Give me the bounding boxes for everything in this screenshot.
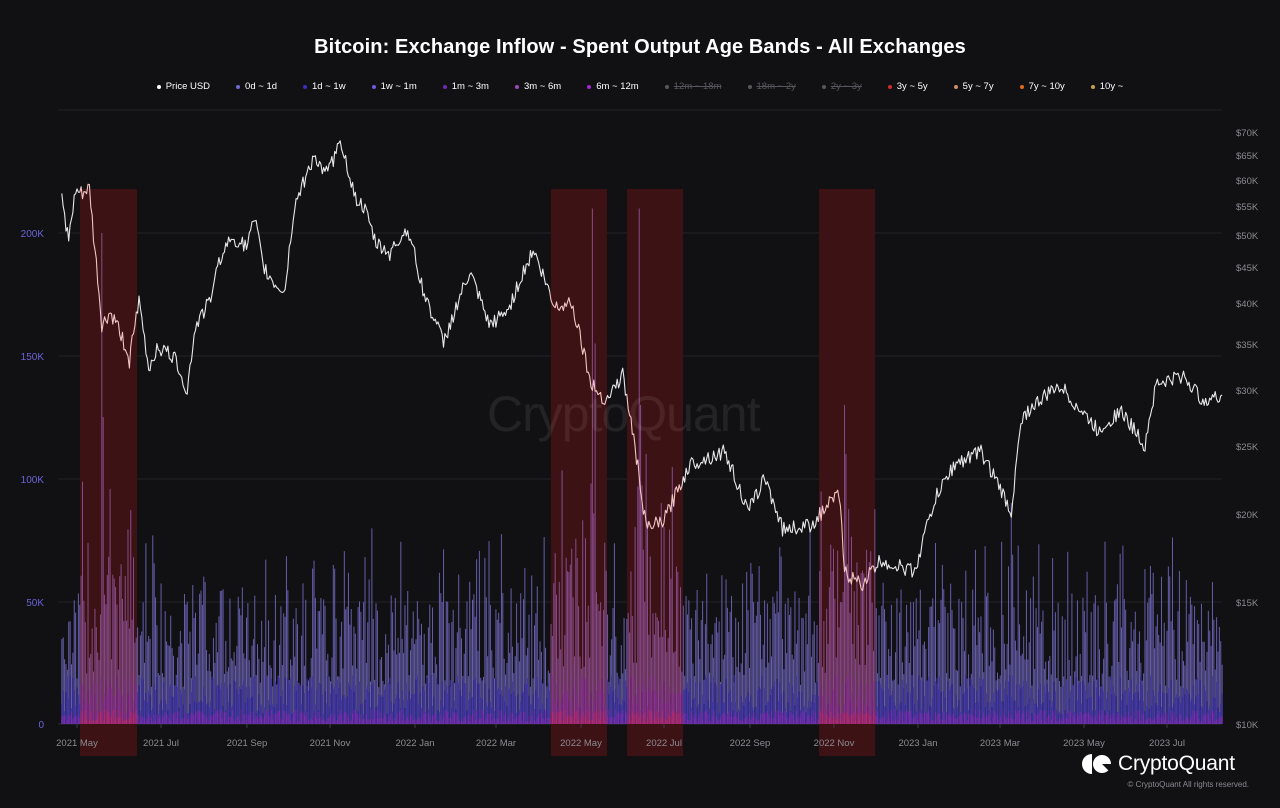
legend-dot-icon	[664, 84, 669, 89]
legend-dot-icon	[587, 84, 592, 89]
legend-dot-icon	[953, 84, 958, 89]
legend-dot-icon	[1090, 84, 1095, 89]
legend-item-5y-7y[interactable]: 5y ~ 7y	[953, 81, 994, 92]
right-axis-tick: $60K	[1236, 176, 1259, 187]
legend-label: 7y ~ 10y	[1028, 81, 1065, 92]
legend-label: 5y ~ 7y	[962, 81, 994, 92]
legend-dot-icon	[442, 84, 447, 89]
left-axis-tick: 150K	[21, 352, 45, 363]
legend-item-3m-6m[interactable]: 3m ~ 6m	[514, 81, 562, 92]
right-axis-tick: $40K	[1236, 299, 1259, 310]
right-axis-tick: $30K	[1236, 386, 1259, 397]
x-axis-tick: 2023 Mar	[980, 738, 1020, 749]
right-axis-tick: $35K	[1236, 340, 1259, 351]
legend-dot-icon	[887, 84, 892, 89]
x-axis-tick: 2022 May	[560, 738, 602, 749]
legend-label: 6m ~ 12m	[596, 81, 639, 92]
right-axis: $10K $15K $20K $25K $30K $35K $40K $45K $50K $55K…	[1236, 128, 1259, 731]
chart-legend: Price USD 0d ~ 1d 1d ~ 1w 1w ~ 1m 1m ~ 3m 3m …	[0, 81, 1280, 92]
legend-dot-icon	[236, 84, 241, 89]
legend-dot-icon	[1019, 84, 1024, 89]
x-axis-tick: 2022 Mar	[476, 738, 516, 749]
left-axis-tick: 50K	[26, 598, 44, 609]
copyright-text: © CryptoQuant All rights reserved.	[1127, 780, 1250, 789]
legend-label: 0d ~ 1d	[245, 81, 278, 92]
legend-item-1d-1w[interactable]: 1d ~ 1w	[303, 81, 346, 92]
left-axis-tick: 200K	[21, 229, 45, 240]
inflow-bars	[61, 208, 1223, 724]
legend-label: 1m ~ 3m	[451, 81, 489, 92]
right-axis-tick: $65K	[1236, 151, 1259, 162]
watermark: CryptoQuant	[487, 386, 760, 442]
legend-item-18m-2y[interactable]: 18m ~ 2y	[747, 81, 796, 92]
legend-dot-icon	[156, 84, 161, 89]
legend-item-price-usd[interactable]: Price USD	[156, 81, 211, 92]
x-axis-tick: 2021 Sep	[227, 738, 268, 749]
x-axis-tick: 2022 Nov	[814, 738, 855, 749]
x-axis-tick: 2023 Jul	[1149, 738, 1185, 749]
legend-dot-icon	[371, 84, 376, 89]
legend-dot-icon	[821, 84, 826, 89]
legend-label: 1d ~ 1w	[312, 81, 346, 92]
left-axis-tick: 100K	[21, 475, 45, 486]
left-axis: 0 50K 100K 150K 200K	[21, 229, 45, 731]
legend-label: 10y ~	[1099, 81, 1124, 92]
right-axis-tick: $20K	[1236, 510, 1259, 521]
x-axis-tick: 2021 May	[56, 738, 98, 749]
x-axis-tick: 2021 Nov	[310, 738, 351, 749]
legend-label: 3y ~ 5y	[896, 81, 928, 92]
legend-dot-icon	[747, 84, 752, 89]
legend-label: 2y ~ 3y	[830, 81, 862, 92]
price-line	[61, 140, 1223, 592]
legend-label: 1w ~ 1m	[380, 81, 417, 92]
right-axis-tick: $10K	[1236, 720, 1259, 731]
legend-item-1w-1m[interactable]: 1w ~ 1m	[371, 81, 417, 92]
legend-label: 3m ~ 6m	[523, 81, 562, 92]
brand-name: CryptoQuant	[1118, 752, 1235, 775]
right-axis-tick: $15K	[1236, 598, 1259, 609]
chart-title: Bitcoin: Exchange Inflow - Spent Output …	[314, 36, 966, 58]
x-axis-tick: 2021 Jul	[143, 738, 179, 749]
legend-item-6m-12m[interactable]: 6m ~ 12m	[587, 81, 639, 92]
brand-logo: CryptoQuant	[1082, 752, 1235, 776]
x-axis-tick: 2022 Jan	[395, 738, 434, 749]
x-axis-tick: 2022 Sep	[730, 738, 771, 749]
legend-item-10y[interactable]: 10y ~	[1090, 81, 1124, 92]
legend-item-7y-10y[interactable]: 7y ~ 10y	[1019, 81, 1065, 92]
legend-item-1m-3m[interactable]: 1m ~ 3m	[442, 81, 489, 92]
legend-label: 18m ~ 2y	[756, 81, 796, 92]
legend-dot-icon	[303, 84, 308, 89]
legend-item-3y-5y[interactable]: 3y ~ 5y	[887, 81, 928, 92]
left-axis-tick: 0	[38, 720, 44, 731]
x-axis-tick: 2023 Jan	[898, 738, 937, 749]
legend-label: 12m ~ 18m	[673, 81, 722, 92]
legend-label: Price USD	[165, 81, 211, 92]
right-axis-tick: $70K	[1236, 128, 1259, 139]
cryptoquant-logo-icon	[1082, 754, 1111, 774]
right-axis-tick: $55K	[1236, 202, 1259, 213]
x-axis-tick: 2022 Jul	[646, 738, 682, 749]
legend-dot-icon	[514, 84, 519, 89]
legend-item-12m-18m[interactable]: 12m ~ 18m	[664, 81, 722, 92]
right-axis-tick: $25K	[1236, 442, 1259, 453]
right-axis-tick: $45K	[1236, 263, 1259, 274]
right-axis-tick: $50K	[1236, 231, 1259, 242]
legend-item-2y-3y[interactable]: 2y ~ 3y	[821, 81, 862, 92]
x-axis-tick: 2023 May	[1063, 738, 1105, 749]
x-axis: 2021 May 2021 Jul 2021 Sep 2021 Nov 2022 Jan…	[56, 724, 1185, 749]
legend-item-0d-1d[interactable]: 0d ~ 1d	[236, 81, 277, 92]
